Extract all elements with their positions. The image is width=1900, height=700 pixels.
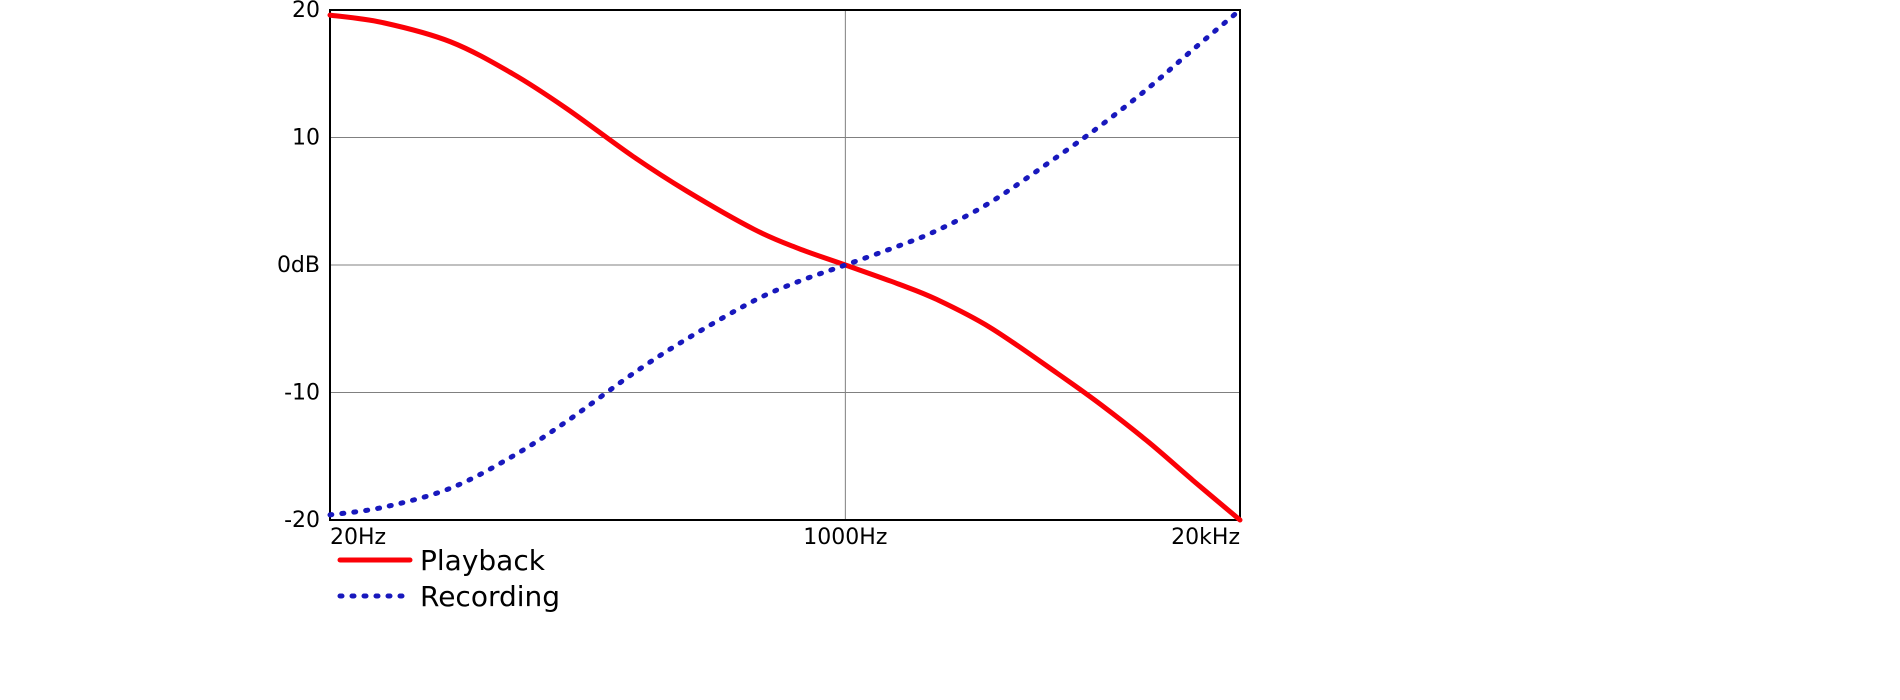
y-tick-label: -10 [284, 381, 320, 406]
legend-label-playback: Playback [420, 544, 546, 577]
legend-label-recording: Recording [420, 580, 560, 613]
chart-svg: 20 10 0dB -10 -20 20Hz 1000Hz 20kHz PlaybackReco… [0, 0, 1900, 700]
y-tick-label: 20 [292, 0, 320, 23]
y-tick-label: 0dB [277, 253, 320, 278]
y-tick-label: 10 [292, 126, 320, 151]
y-tick-label: -20 [284, 508, 320, 533]
x-tick-label: 1000Hz [803, 525, 887, 550]
x-tick-label: 20kHz [1171, 525, 1240, 550]
chart-bg [0, 0, 1900, 700]
x-tick-label: 20Hz [330, 525, 386, 550]
eq-chart: 20 10 0dB -10 -20 20Hz 1000Hz 20kHz PlaybackReco… [0, 0, 1900, 700]
